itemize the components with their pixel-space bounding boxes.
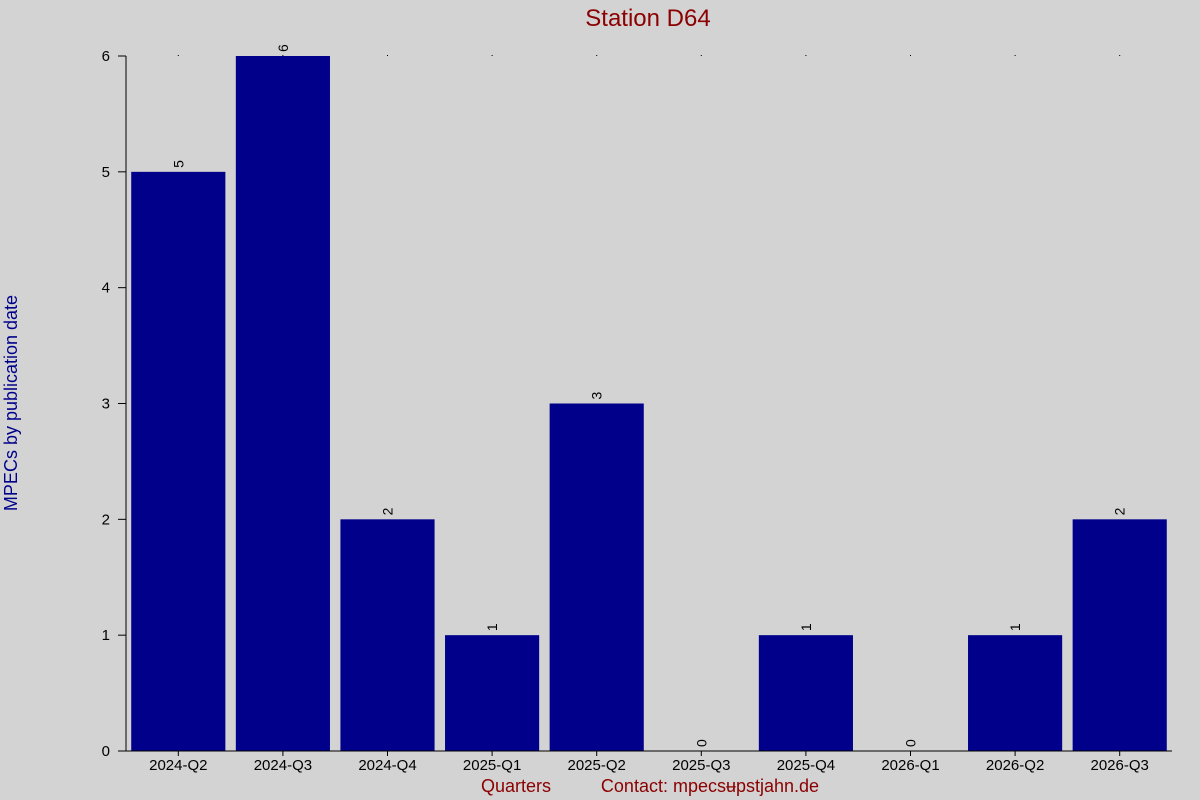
x-tick-label: 2026-Q3: [1091, 757, 1149, 774]
chart-title: Station D64: [585, 5, 710, 32]
x-tick-label: 2025-Q3: [672, 757, 730, 774]
plot-area: 0 1 2 3 4 5 6 2024-Q2 5 2024-Q3 6 2024-Q4 2 2025-Q1 1 2…: [102, 44, 1167, 774]
data-label: 1: [484, 623, 500, 631]
data-label: 0: [903, 739, 919, 747]
x-tick-label: 2026-Q2: [986, 757, 1044, 774]
y-axis-label: MPECs by publication date: [1, 295, 21, 511]
x-tick-label: 2025-Q4: [777, 757, 835, 774]
x-tick-label: 2026-Q1: [881, 757, 939, 774]
bar: [549, 403, 644, 751]
top-tick-mark: [491, 55, 493, 56]
top-tick-mark: [805, 55, 807, 56]
data-label: 5: [170, 160, 186, 168]
top-tick-mark: [596, 55, 598, 56]
data-label: 0: [693, 739, 709, 747]
data-label: 3: [589, 392, 605, 400]
top-tick-mark: [1014, 55, 1016, 56]
data-label: 1: [1007, 623, 1023, 631]
top-tick-mark: [910, 55, 911, 56]
top-tick-mark: [282, 55, 284, 56]
y-tick-label: 4: [102, 280, 110, 297]
top-tick-mark: [1119, 55, 1121, 56]
x-tick-label: 2025-Q1: [463, 757, 521, 774]
contact-text: Contact: mpecsʉpstjahn.de: [601, 776, 819, 796]
y-tick-label: 0: [102, 743, 110, 760]
data-label: 6: [275, 44, 291, 52]
x-tick-label: 2024-Q2: [149, 757, 207, 774]
data-label: 2: [380, 507, 396, 515]
y-tick-label: 6: [102, 48, 110, 65]
x-tick-label: 2024-Q4: [358, 757, 416, 774]
x-axis-label: Quarters: [481, 776, 551, 796]
y-tick-label: 2: [102, 511, 110, 528]
top-tick-mark: [700, 55, 702, 56]
bar: [235, 56, 330, 751]
top-tick-mark: [387, 55, 388, 56]
data-label: 2: [1112, 507, 1128, 515]
y-tick-label: 5: [102, 164, 110, 181]
x-tick-label: 2024-Q3: [254, 757, 312, 774]
y-tick-label: 1: [102, 627, 110, 644]
top-tick-mark: [177, 55, 179, 56]
bar: [968, 635, 1063, 751]
bar: [340, 519, 435, 751]
data-label: 1: [798, 623, 814, 631]
x-tick-label: 2025-Q2: [568, 757, 626, 774]
bar: [758, 635, 853, 751]
bar: [445, 635, 540, 751]
bar: [131, 171, 226, 752]
y-tick-label: 3: [102, 396, 110, 413]
bar: [1072, 519, 1167, 751]
